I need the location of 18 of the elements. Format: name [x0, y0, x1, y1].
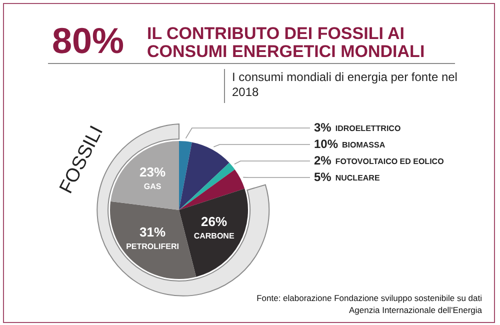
slice-label: IDROELETTRICO [335, 124, 401, 134]
data-label: 10% [314, 136, 338, 151]
source-note: Fonte: elaborazione Fondazione sviluppo sostenibile su dati Agenzia Internazionale dell'Energia [256, 292, 482, 316]
data-label: 31% [140, 224, 166, 240]
slice-label: CARBONE [194, 231, 235, 240]
text: 80% [52, 20, 124, 61]
chart-subtitle: I consumi mondiali di energia per fonte nel 2018 [232, 70, 458, 100]
data-label: 3% [314, 120, 332, 134]
slice-label: GAS [144, 182, 162, 192]
data-label: 23% [140, 164, 166, 180]
slice-label: FOTOVOLTAICO ED EOLICO [335, 157, 444, 166]
slice-label: BIOMASSA [342, 140, 386, 150]
data-label: 5% [314, 170, 332, 184]
slice-label: NUCLEARE [335, 174, 380, 183]
slice-label: PETROLIFERI [126, 242, 179, 252]
data-label: 2% [314, 153, 332, 168]
data-label: 26% [201, 214, 228, 229]
chart-title: IL CONTRIBUTO DEI FOSSILI AI CONSUMI ENERGETICI MONDIALI [147, 24, 426, 61]
